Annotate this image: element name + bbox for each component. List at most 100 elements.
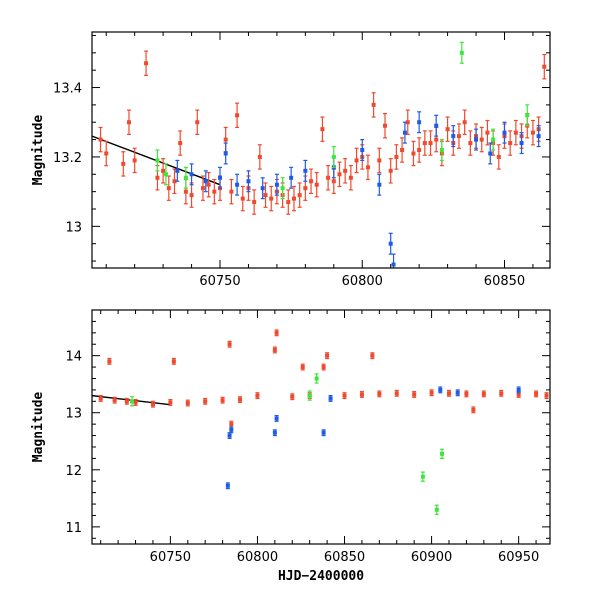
data-point [133, 399, 138, 406]
data-point [359, 391, 364, 398]
data-point [168, 399, 173, 406]
data-point [203, 397, 208, 405]
data-point [377, 173, 382, 196]
data-point [183, 166, 188, 189]
data-point [534, 390, 539, 398]
data-point [189, 182, 194, 208]
data-point [388, 158, 393, 184]
data-point [479, 126, 484, 153]
x-axis-label: HJD−2400000 [278, 569, 364, 584]
data-point [343, 158, 348, 184]
data-point [536, 125, 541, 148]
data-point [412, 391, 417, 398]
data-point [485, 119, 490, 146]
y-tick-label: 14 [65, 350, 82, 365]
data-point [303, 159, 308, 182]
data-point [428, 130, 433, 156]
series-green [155, 41, 530, 200]
data-point [269, 185, 274, 212]
data-point [126, 109, 131, 135]
data-point [391, 253, 396, 268]
data-point [172, 168, 177, 194]
data-point [471, 406, 476, 414]
data-point [464, 390, 469, 398]
data-point [252, 189, 257, 215]
data-point [429, 389, 434, 397]
y-tick-label: 13 [65, 220, 82, 235]
data-point [171, 357, 176, 365]
data-point [516, 386, 521, 394]
data-point [365, 154, 370, 181]
data-point [337, 161, 342, 188]
series-blue [175, 111, 541, 268]
x-tick-label: 60850 [484, 274, 525, 289]
data-point [300, 363, 305, 371]
data-point [371, 92, 376, 118]
data-point [238, 396, 243, 404]
data-point [388, 232, 393, 255]
data-point [439, 138, 444, 162]
data-point [422, 130, 427, 156]
y-tick-label: 13 [65, 407, 82, 422]
data-point [462, 109, 467, 135]
data-point [124, 397, 129, 405]
data-point [132, 147, 137, 174]
data-point [502, 121, 507, 144]
data-point [411, 140, 416, 167]
data-point [189, 163, 194, 186]
data-point [530, 119, 535, 146]
data-point [272, 346, 277, 354]
bottom-panel: 60750 60800 60850 60900 60950 11 12 13 14 Magnitu… [31, 309, 551, 584]
data-point [468, 130, 473, 156]
data-point [456, 123, 461, 149]
data-point [218, 166, 223, 189]
data-point [240, 185, 245, 212]
data-point [235, 102, 240, 129]
axis-frame [91, 31, 551, 269]
data-point [274, 173, 279, 196]
data-point [291, 185, 296, 212]
data-point [519, 132, 524, 155]
data-point [325, 352, 330, 360]
data-point [309, 168, 314, 194]
data-point [166, 175, 171, 201]
data-point [98, 395, 103, 402]
data-point [229, 420, 234, 428]
data-point [280, 177, 285, 200]
data-point [544, 392, 549, 400]
data-point [178, 130, 183, 156]
data-point [542, 53, 547, 80]
data-point [342, 392, 347, 400]
data-point [455, 389, 460, 397]
data-point [161, 158, 166, 184]
data-point [255, 392, 260, 400]
data-point [354, 147, 359, 174]
data-point [320, 116, 325, 142]
data-point [185, 399, 190, 407]
data-point [257, 144, 262, 170]
data-point [451, 125, 456, 148]
data-point [481, 390, 486, 398]
series-blue [225, 386, 521, 490]
data-point [360, 138, 365, 162]
y-tick-label: 13.4 [53, 82, 82, 97]
data-point [150, 400, 155, 408]
x-tick-label: 60950 [498, 550, 539, 565]
data-point [107, 357, 112, 365]
data-point [434, 504, 439, 515]
data-point [321, 363, 326, 371]
data-point [491, 128, 496, 151]
top-panel: 60750 60800 60850 13 13.2 13.4 Magnitude [31, 31, 551, 289]
series-green [130, 373, 445, 515]
data-point [328, 395, 333, 402]
data-point [488, 142, 493, 165]
data-point [370, 352, 375, 360]
data-point [434, 114, 439, 137]
x-tick-label: 60850 [324, 550, 365, 565]
data-point [260, 177, 265, 200]
plot-area [92, 41, 547, 268]
data-point [445, 116, 450, 142]
data-point [525, 104, 530, 127]
data-point [223, 142, 228, 165]
